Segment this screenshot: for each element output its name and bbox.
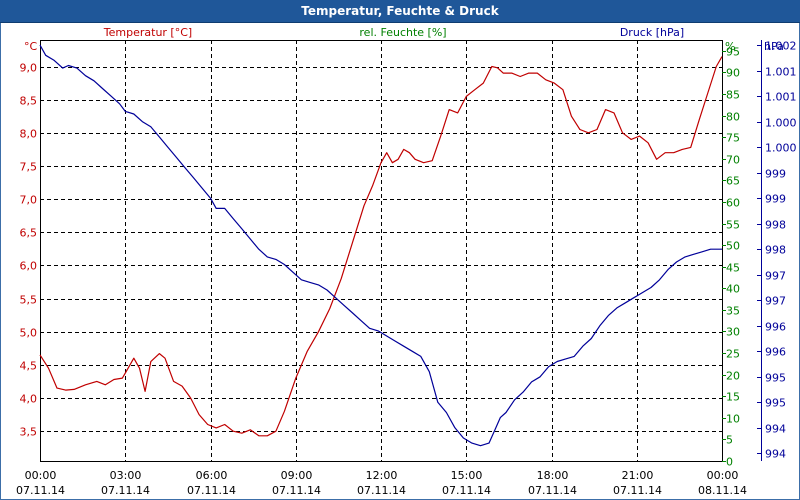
temperature-axis: 3,5 4,0 4,5 5,0 5,5 6,0 6,5 7,0 7,5 8,0 8,5 9,0: [20, 62, 38, 439]
temp-tick-label: 7,0: [20, 194, 38, 207]
humidity-tick-label: 35: [726, 305, 740, 318]
humidity-tick-label: 60: [726, 197, 740, 210]
humidity-tick-label: 75: [726, 132, 740, 145]
pressure-tick-label: 1.000: [765, 117, 797, 130]
chart-title: Temperatur, Feuchte & Druck: [301, 4, 499, 18]
humidity-axis-header: rel. Feuchte [%]: [359, 26, 446, 39]
temp-tick-label: 4,5: [20, 360, 38, 373]
humidity-tick-label: 95: [726, 46, 740, 59]
temp-tick-label: 6,0: [20, 260, 38, 273]
humidity-tick-label: 70: [726, 154, 740, 167]
humidity-tick-label: 20: [726, 370, 740, 383]
humidity-axis: 0 5 10 15 20 25 30 35 40 45 50 55 60 65 70 75 80 85 90 95: [722, 46, 740, 469]
pressure-tick-label: 998: [765, 244, 786, 257]
pressure-tick-label: 1.001: [765, 66, 797, 79]
x-tick-date: 08.11.14: [698, 484, 747, 497]
temp-tick-label: 9,0: [20, 62, 38, 75]
humidity-unit-label: %: [725, 40, 735, 53]
axis-headers: °C Temperatur [°C] rel. Feuchte [%]% Druck …: [24, 26, 784, 53]
humidity-tick-label: 50: [726, 240, 740, 253]
plot-frame: [40, 40, 723, 462]
pressure-tick-label: 997: [765, 270, 786, 283]
x-tick-time: 00:00: [707, 469, 739, 482]
pressure-tick-label: 995: [765, 372, 786, 385]
temperature-series-line: [39, 56, 723, 437]
x-tick-date: 07.11.14: [272, 484, 321, 497]
x-tick-time: 00:00: [25, 469, 57, 482]
title-bar: Temperatur, Feuchte & Druck: [0, 0, 800, 23]
pressure-tick-label: 1.002: [765, 40, 797, 53]
pressure-tick-label: 1.000: [765, 142, 797, 155]
humidity-tick-label: 0: [726, 456, 733, 469]
x-tick-time: 09:00: [281, 469, 313, 482]
temp-axis-header: Temperatur [°C]: [103, 26, 192, 39]
pressure-tick-label: 994: [765, 448, 786, 461]
plot-border: [40, 40, 723, 462]
humidity-tick-label: 5: [726, 434, 733, 447]
x-axis: 00:00 07.11.14 03:00 07.11.14 06:00 07.11.14 0…: [16, 469, 747, 497]
humidity-tick-label: 80: [726, 111, 740, 124]
x-tick-date: 07.11.14: [187, 484, 236, 497]
humidity-tick-label: 40: [726, 283, 740, 296]
x-tick-date: 07.11.14: [442, 484, 491, 497]
series-group: [39, 44, 723, 447]
pressure-series-line: [39, 44, 722, 447]
pressure-axis-header: Druck [hPa]: [620, 26, 684, 39]
pressure-axis: 994 994 995 995 996 996 997 997 998 998 999 999 1.00…: [757, 40, 797, 461]
x-tick-date: 07.11.14: [357, 484, 406, 497]
temp-tick-label: 5,5: [20, 294, 38, 307]
x-tick-date: 07.11.14: [16, 484, 65, 497]
temp-tick-label: 4,0: [20, 393, 38, 406]
humidity-tick-label: 25: [726, 348, 740, 361]
x-tick-date: 07.11.14: [101, 484, 150, 497]
grid-lines: [40, 40, 722, 461]
humidity-tick-label: 10: [726, 413, 740, 426]
humidity-tick-label: 55: [726, 219, 740, 232]
x-tick-date: 07.11.14: [528, 484, 577, 497]
pressure-tick-label: 996: [765, 346, 786, 359]
temp-tick-label: 7,5: [20, 161, 38, 174]
x-tick-time: 03:00: [110, 469, 142, 482]
x-tick-time: 12:00: [366, 469, 398, 482]
humidity-tick-label: 65: [726, 175, 740, 188]
temp-tick-label: 8,0: [20, 128, 38, 141]
humidity-tick-label: 30: [726, 326, 740, 339]
pressure-tick-label: 995: [765, 397, 786, 410]
humidity-tick-label: 85: [726, 89, 740, 102]
temp-tick-label: 3,5: [20, 426, 38, 439]
temp-tick-label: 5,0: [20, 327, 38, 340]
pressure-tick-label: 999: [765, 193, 786, 206]
pressure-tick-label: 997: [765, 295, 786, 308]
pressure-tick-label: 996: [765, 321, 786, 334]
pressure-tick-label: 998: [765, 219, 786, 232]
pressure-tick-label: 994: [765, 423, 786, 436]
humidity-tick-label: 15: [726, 391, 740, 404]
x-tick-time: 18:00: [537, 469, 569, 482]
humidity-tick-label: 90: [726, 67, 740, 80]
x-tick-date: 07.11.14: [613, 484, 662, 497]
x-tick-time: 06:00: [196, 469, 228, 482]
temp-tick-label: 8,5: [20, 95, 38, 108]
humidity-tick-label: 45: [726, 262, 740, 275]
temp-tick-label: 6,5: [20, 227, 38, 240]
x-tick-time: 21:00: [622, 469, 654, 482]
pressure-unit-label: hPa: [764, 40, 784, 53]
pressure-tick-label: 1.001: [765, 91, 797, 104]
temp-unit-label: °C: [24, 40, 38, 53]
pressure-tick-label: 999: [765, 168, 786, 181]
x-tick-time: 15:00: [451, 469, 483, 482]
